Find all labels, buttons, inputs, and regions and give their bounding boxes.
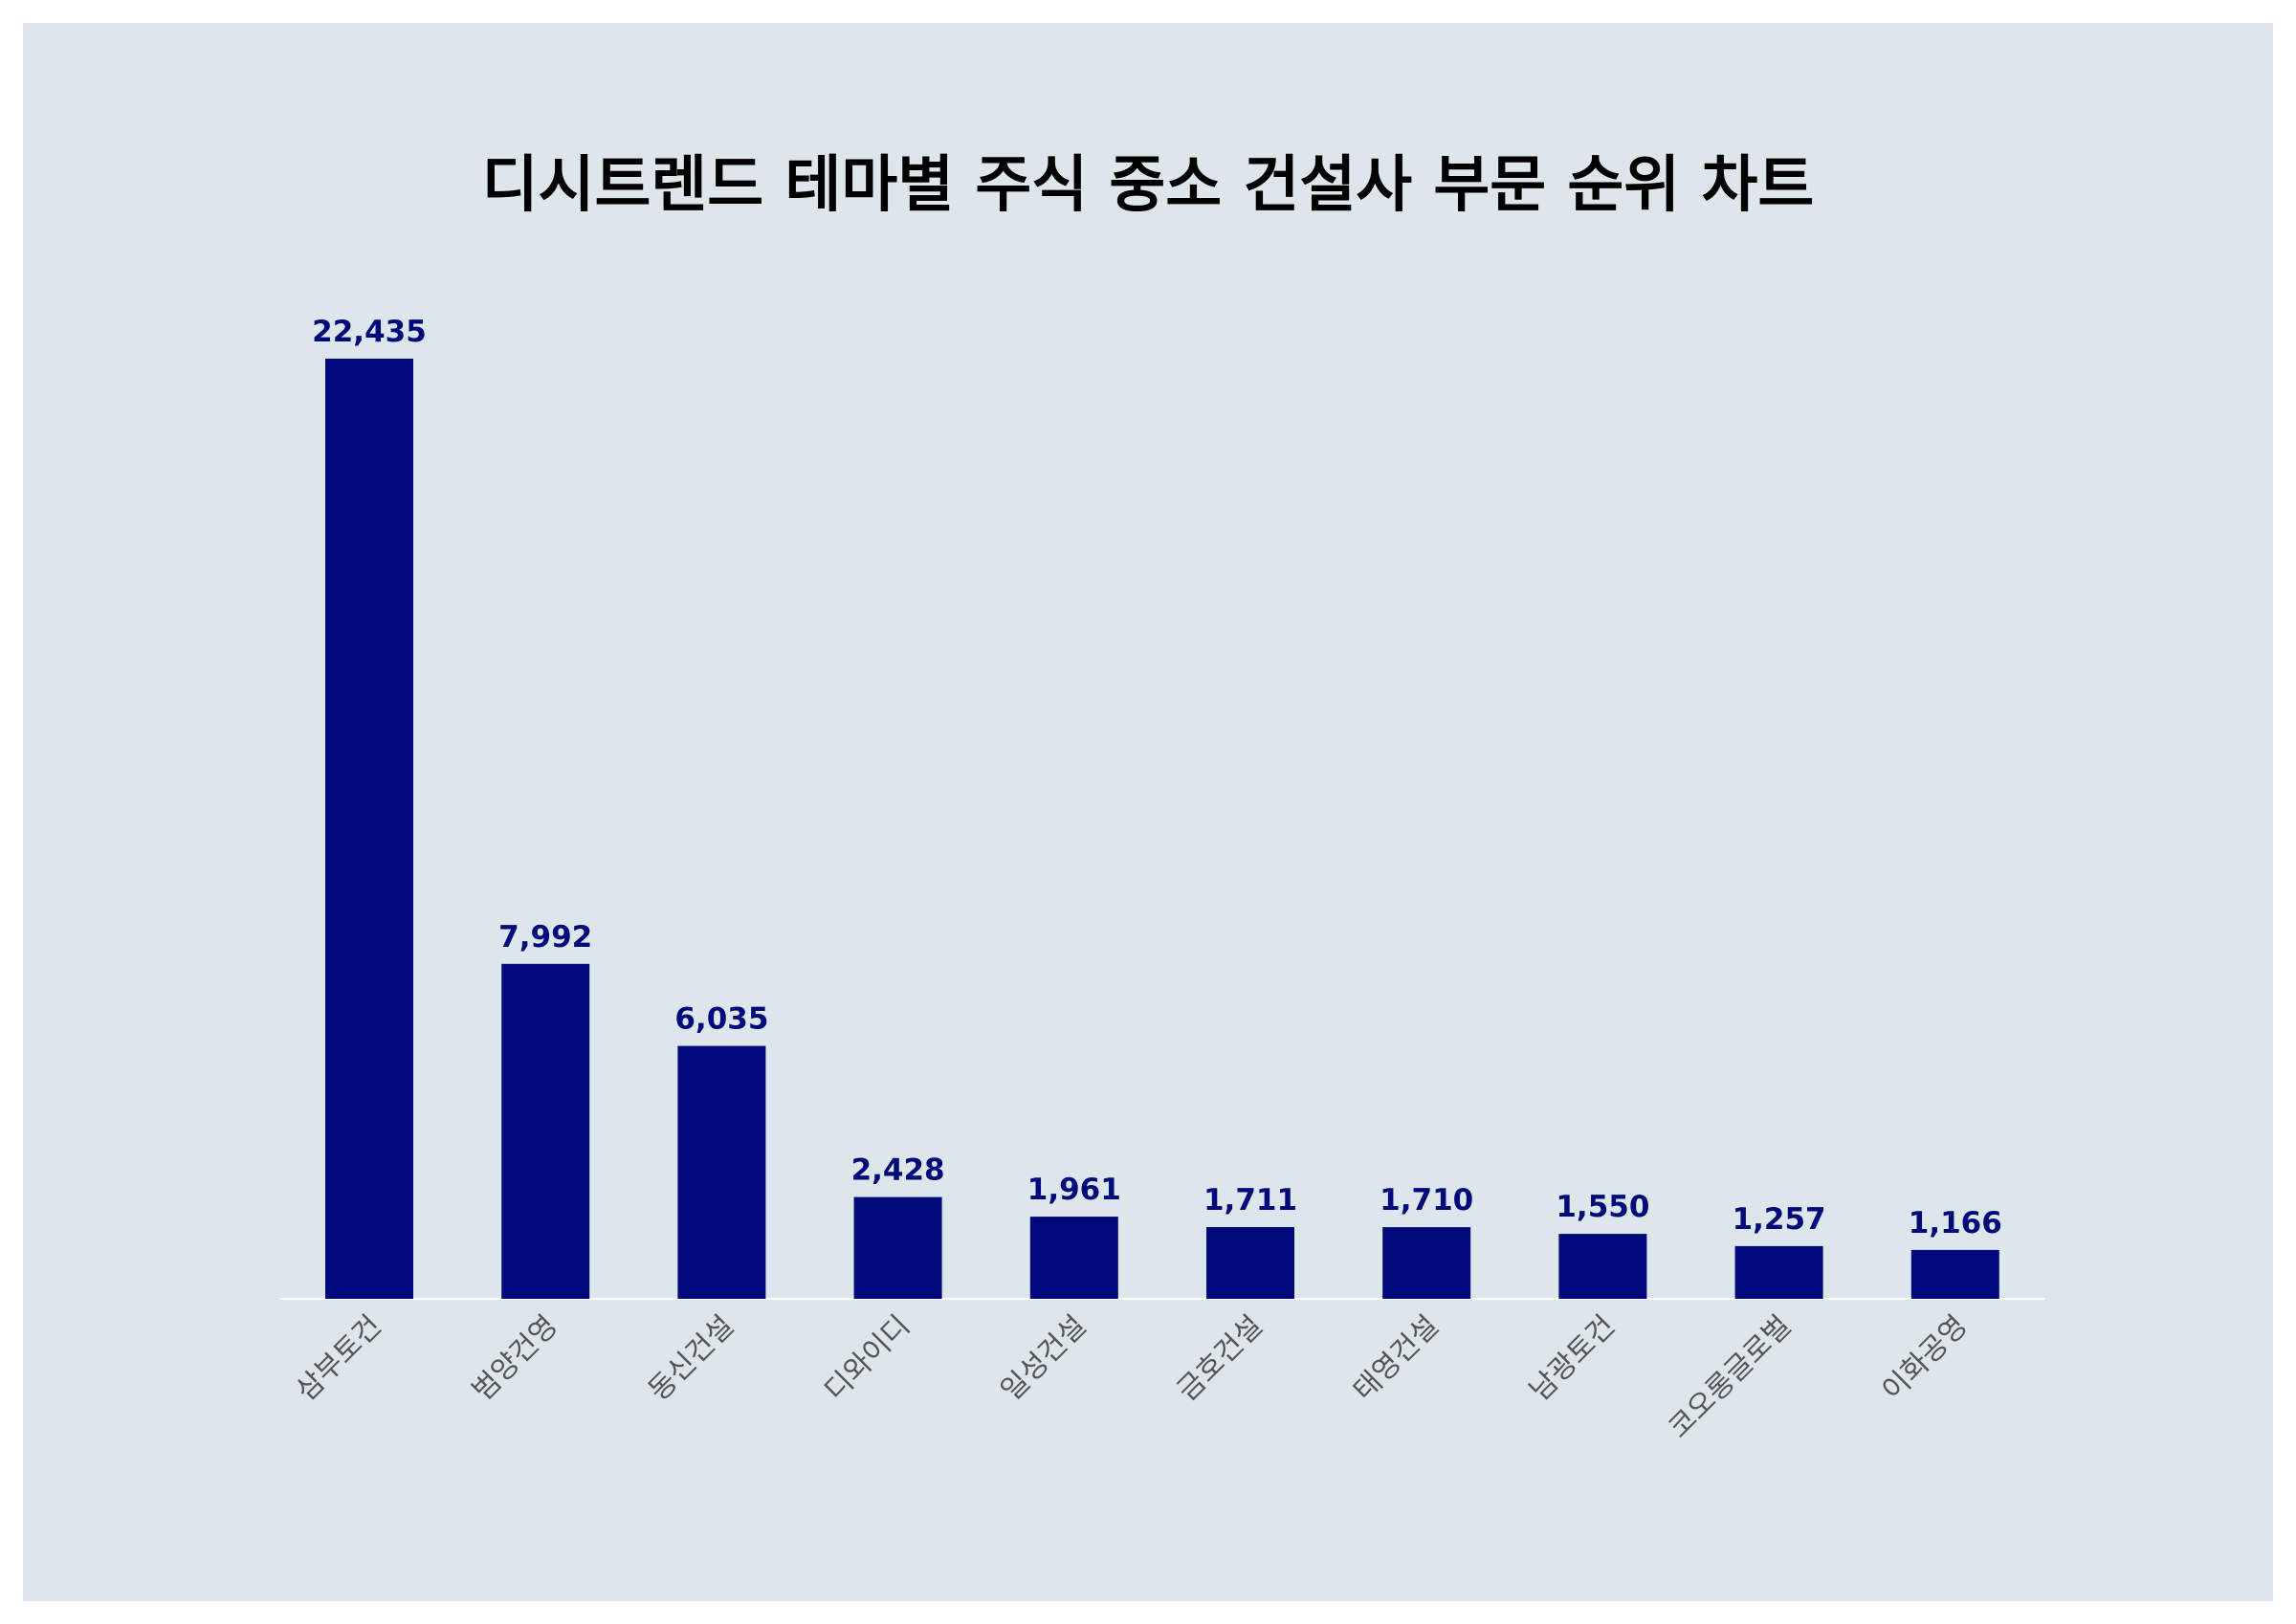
value-label-3: 6,035 (674, 1002, 768, 1037)
bars-group (325, 359, 1999, 1299)
bar-5 (1029, 1217, 1118, 1299)
value-label-2: 7,992 (498, 920, 592, 955)
x-tick-labels-group: 삼부토건 범양건영 동신건설 디와이디 일성건설 금호건설 태영건설 남광토건 코오롱글로벌 이화… (290, 1309, 1975, 1445)
x-tick-label-7: 태영건설 (1347, 1309, 1446, 1408)
value-labels-group: 22,435 7,992 6,035 2,428 1,961 1,711 1,710 1,55… (312, 315, 2002, 1240)
value-label-7: 1,710 (1380, 1183, 1473, 1218)
bar-4 (853, 1196, 942, 1299)
value-label-1: 22,435 (312, 315, 427, 349)
chart-title: 디시트렌드 테마별 주식 중소 건설사 부문 순위 차트 (481, 150, 1815, 221)
x-tick-label-10: 이화공영 (1876, 1309, 1975, 1408)
value-label-4: 2,428 (851, 1153, 945, 1188)
value-label-6: 1,711 (1203, 1183, 1297, 1218)
bar-3 (677, 1045, 766, 1299)
bar-1 (325, 359, 413, 1299)
x-tick-label-6: 금호건설 (1171, 1309, 1269, 1408)
x-tick-label-4: 디와이디 (818, 1309, 916, 1408)
bar-9 (1734, 1245, 1823, 1299)
x-tick-label-8: 남광토건 (1523, 1309, 1622, 1408)
value-label-8: 1,550 (1556, 1190, 1649, 1224)
x-tick-label-2: 범양건영 (466, 1309, 564, 1408)
x-tick-label-1: 삼부토건 (290, 1309, 388, 1408)
bar-8 (1558, 1234, 1647, 1299)
value-label-10: 1,166 (1909, 1206, 2002, 1240)
bar-2 (501, 963, 590, 1299)
x-tick-label-3: 동신건설 (642, 1309, 740, 1408)
bar-7 (1382, 1227, 1471, 1299)
bar-10 (1910, 1249, 1999, 1299)
value-label-5: 1,961 (1027, 1173, 1121, 1207)
x-tick-label-5: 일성건설 (995, 1309, 1093, 1408)
x-tick-label-9: 코오롱글로벌 (1662, 1309, 1798, 1445)
value-label-9: 1,257 (1733, 1202, 1826, 1237)
bar-6 (1206, 1227, 1294, 1299)
